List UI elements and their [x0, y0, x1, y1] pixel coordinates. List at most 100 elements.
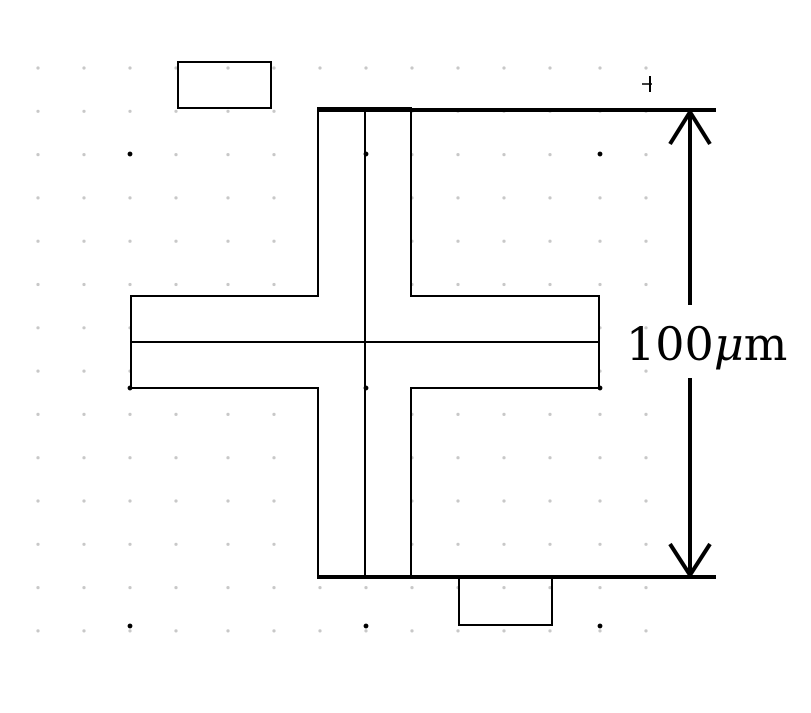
- grid-dot: [644, 66, 648, 70]
- grid-dot: [226, 109, 230, 113]
- grid-dot: [36, 629, 40, 633]
- grid-dot: [364, 66, 368, 70]
- grid-dot: [174, 66, 178, 70]
- grid-dot: [644, 629, 648, 633]
- grid-dot: [456, 412, 460, 416]
- grid-dot: [502, 542, 506, 546]
- grid-dot: [226, 66, 230, 70]
- arrowhead-up-icon: [668, 108, 712, 146]
- grid-dot: [226, 499, 230, 503]
- grid-dot: [548, 282, 552, 287]
- grid-dot: [548, 66, 552, 70]
- grid-dot: [644, 542, 648, 546]
- grid-dot: [36, 326, 40, 330]
- grid-dot: [36, 239, 40, 243]
- grid-dot: [82, 326, 86, 330]
- grid-dot: [502, 412, 506, 416]
- grid-dot: [364, 586, 368, 590]
- grid-dot: [502, 282, 506, 287]
- grid-dot: [128, 282, 132, 287]
- grid-dot: [644, 196, 648, 200]
- grid-dot: [36, 66, 40, 70]
- grid-dot: [128, 456, 132, 460]
- grid-dot: [502, 196, 506, 200]
- grid-dot: [82, 66, 86, 70]
- grid-dot: [36, 456, 40, 460]
- grid-dot: [36, 586, 40, 590]
- grid-dot: [272, 412, 276, 416]
- grid-dot: [174, 239, 178, 243]
- grid-dot: [36, 282, 40, 287]
- grid-dot: [128, 66, 132, 70]
- grid-dot: [82, 456, 86, 460]
- grid-dot: [456, 282, 460, 287]
- grid-dot: [598, 456, 602, 460]
- grid-dot: [548, 153, 552, 157]
- grid-dot-dark: [127, 151, 133, 157]
- grid-dot-dark: [597, 151, 603, 157]
- grid-dot-dark: [597, 623, 603, 629]
- dimension-unit-symbol: μ: [714, 317, 744, 371]
- grid-dot: [502, 499, 506, 503]
- grid-dot: [36, 153, 40, 157]
- grid-dot: [318, 66, 322, 70]
- grid-dot: [128, 586, 132, 590]
- grid-dot: [226, 282, 230, 287]
- grid-dot: [548, 196, 552, 200]
- grid-dot: [82, 629, 86, 633]
- grid-dot: [128, 499, 132, 503]
- grid-dot: [644, 239, 648, 243]
- grid-dot: [644, 369, 648, 373]
- grid-dot: [272, 586, 276, 590]
- grid-dot: [456, 629, 460, 633]
- grid-dot: [548, 542, 552, 546]
- grid-dot: [36, 369, 40, 373]
- grid-dot: [36, 412, 40, 416]
- grid-dot: [598, 499, 602, 503]
- grid-dot: [226, 542, 230, 546]
- grid-dot: [548, 499, 552, 503]
- grid-dot: [318, 586, 322, 590]
- grid-dot: [644, 499, 648, 503]
- grid-dot: [598, 282, 602, 287]
- grid-dot: [644, 586, 648, 590]
- grid-dot: [272, 66, 276, 70]
- grid-dot: [82, 412, 86, 416]
- grid-dot: [272, 629, 276, 633]
- grid-dot: [174, 629, 178, 633]
- grid-dot: [644, 326, 648, 330]
- grid-dot: [272, 239, 276, 243]
- arrowhead-down-icon: [668, 542, 712, 579]
- grid-dot: [82, 586, 86, 590]
- grid-dot: [82, 369, 86, 373]
- grid-dot: [548, 629, 552, 633]
- grid-dot: [272, 542, 276, 546]
- dimension-value: 100: [626, 317, 714, 371]
- grid-dot: [272, 499, 276, 503]
- grid-dot: [456, 499, 460, 503]
- grid-dot: [318, 629, 322, 633]
- grid-dot: [272, 456, 276, 460]
- grid-dot: [36, 499, 40, 503]
- grid-dot: [82, 282, 86, 287]
- grid-dot: [174, 153, 178, 157]
- grid-dot: [456, 153, 460, 157]
- grid-dot: [598, 412, 602, 416]
- grid-dot: [128, 412, 132, 416]
- grid-dot: [410, 66, 414, 70]
- grid-dot: [128, 239, 132, 243]
- grid-dot: [272, 196, 276, 200]
- grid-dot: [456, 456, 460, 460]
- grid-dot: [502, 66, 506, 70]
- grid-dot: [456, 66, 460, 70]
- grid-dot: [174, 412, 178, 416]
- grid-dot: [128, 542, 132, 546]
- grid-dot: [82, 196, 86, 200]
- grid-dot: [36, 109, 40, 113]
- grid-dot: [548, 239, 552, 243]
- grid-dot: [456, 239, 460, 243]
- grid-dot: [456, 542, 460, 546]
- grid-dot: [598, 629, 602, 633]
- grid-dot: [272, 282, 276, 287]
